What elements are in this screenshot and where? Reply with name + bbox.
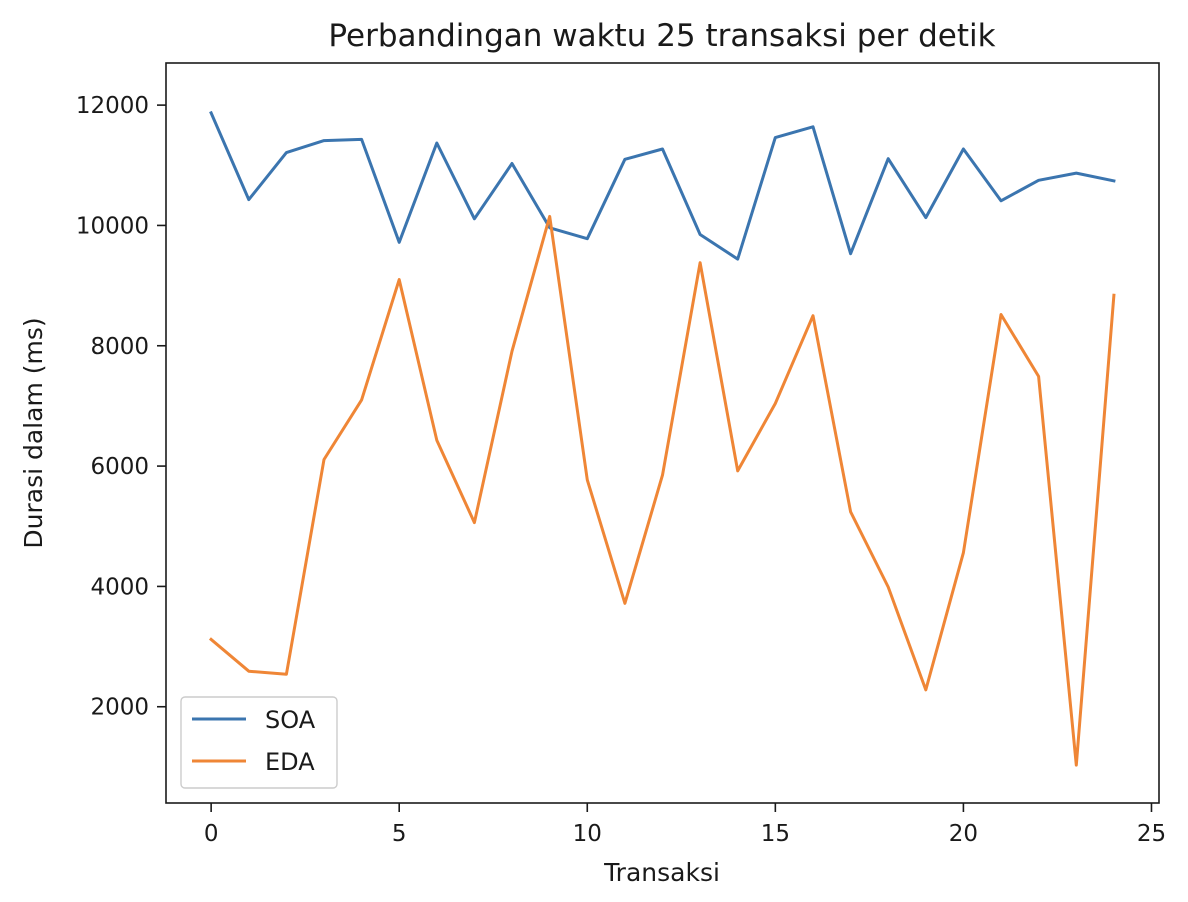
y-tick-label: 4000 xyxy=(90,574,149,600)
x-axis: 0 5 10 15 20 25 xyxy=(204,803,1166,847)
y-tick-label: 6000 xyxy=(90,454,149,480)
series-lines xyxy=(208,110,1116,767)
x-tick-label: 25 xyxy=(1137,821,1166,847)
chart-title: Perbandingan waktu 25 transaksi per deti… xyxy=(328,18,995,54)
legend: SOA EDA xyxy=(180,696,338,789)
legend-label-soa: SOA xyxy=(265,706,316,734)
y-axis: 2000 4000 6000 8000 10000 12000 xyxy=(76,93,166,721)
x-axis-label: Transaksi xyxy=(603,858,720,887)
y-tick-label: 8000 xyxy=(90,334,149,360)
x-tick-label: 20 xyxy=(949,821,978,847)
series-line-soa xyxy=(209,110,1116,261)
y-tick-label: 10000 xyxy=(76,213,149,239)
x-tick-label: 0 xyxy=(204,821,219,847)
plot-area-frame xyxy=(165,62,1160,804)
x-tick-label: 15 xyxy=(761,821,790,847)
y-axis-label: Durasi dalam (ms) xyxy=(19,317,48,548)
series-line-eda xyxy=(208,214,1116,767)
x-tick-label: 5 xyxy=(392,821,407,847)
legend-label-eda: EDA xyxy=(265,748,315,776)
y-tick-label: 12000 xyxy=(76,93,149,119)
x-tick-label: 10 xyxy=(573,821,602,847)
y-tick-label: 2000 xyxy=(90,695,149,721)
